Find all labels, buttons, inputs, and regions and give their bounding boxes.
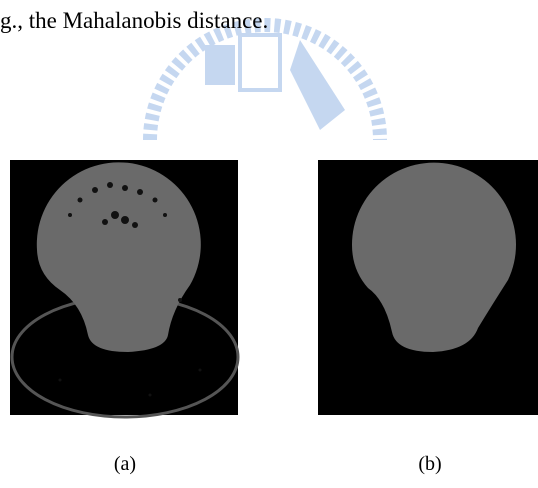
page: g., the Mahalanobis distance. (a) (b) [0,0,538,488]
figure-image-b [318,160,538,415]
figure-image-a [10,160,238,417]
watermark [150,25,380,140]
figure-label: (a) [114,453,136,475]
body-text: g., the Mahalanobis distance. [0,8,268,33]
figure-label: (b) [418,453,441,475]
